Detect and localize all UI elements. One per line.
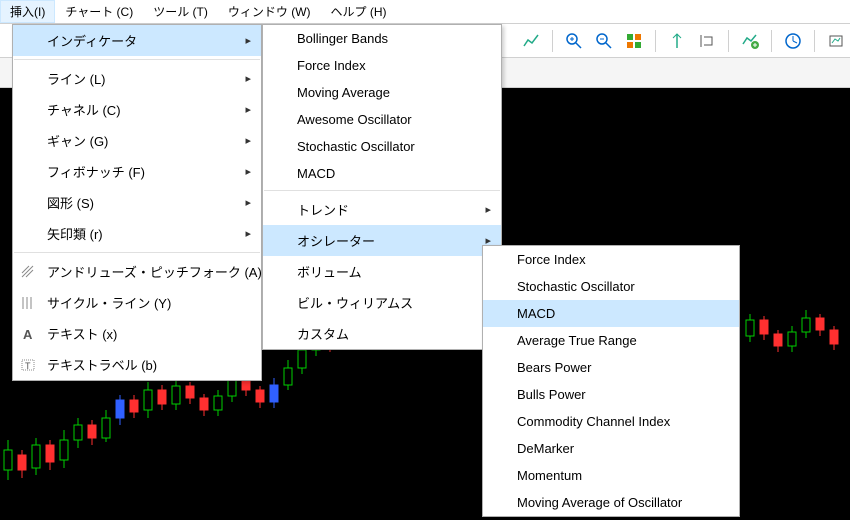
menu-label: オシレーター (297, 231, 375, 250)
menu-bw[interactable]: ビル・ウィリアムス (263, 287, 501, 318)
menu-ao[interactable]: Awesome Oscillator (263, 106, 501, 133)
menu-cycle[interactable]: サイクル・ライン (Y) (13, 287, 261, 318)
menu-label: Bulls Power (517, 387, 586, 402)
menu-arrows[interactable]: 矢印類 (r) (13, 218, 261, 249)
menu-osc-fi[interactable]: Force Index (483, 246, 739, 273)
textlabel-icon: T (19, 356, 37, 374)
menubar-window[interactable]: ウィンドウ (W) (218, 0, 321, 23)
zoom-out-icon[interactable] (593, 30, 615, 52)
menu-label: ボリューム (297, 262, 362, 281)
menu-osc-so[interactable]: Stochastic Oscillator (483, 273, 739, 300)
menu-osc-atr[interactable]: Average True Range (483, 327, 739, 354)
menu-label: DeMarker (517, 441, 574, 456)
menu-osc-mao[interactable]: Moving Average of Oscillator (483, 489, 739, 516)
menubar-tool[interactable]: ツール (T) (143, 0, 218, 23)
menu-text[interactable]: A テキスト (x) (13, 318, 261, 349)
menu-label: Moving Average (297, 85, 390, 100)
separator (728, 30, 729, 52)
menubar: 挿入(I) チャート (C) ツール (T) ウィンドウ (W) ヘルプ (H) (0, 0, 850, 24)
scroll-icon[interactable] (666, 30, 688, 52)
menu-label: テキスト (x) (47, 324, 117, 343)
menu-label: 矢印類 (r) (47, 224, 103, 243)
menu-label: Bollinger Bands (297, 31, 388, 46)
menu-label: Moving Average of Oscillator (517, 495, 682, 510)
menu-fibonacci[interactable]: フィボナッチ (F) (13, 156, 261, 187)
menubar-chart[interactable]: チャート (C) (55, 0, 143, 23)
menu-osc-macd[interactable]: MACD (483, 300, 739, 327)
separator (552, 30, 553, 52)
menu-bb[interactable]: Bollinger Bands (263, 25, 501, 52)
menu-label: MACD (517, 306, 555, 321)
menu-label: Awesome Oscillator (297, 112, 412, 127)
menu-label: Bears Power (517, 360, 591, 375)
menu-label: インディケータ (47, 31, 137, 50)
zoom-in-icon[interactable] (563, 30, 585, 52)
menu-gann[interactable]: ギャン (G) (13, 125, 261, 156)
menu-label: Force Index (517, 252, 586, 267)
shift-icon[interactable] (696, 30, 718, 52)
separator (14, 252, 260, 253)
menu-ma[interactable]: Moving Average (263, 79, 501, 106)
menu-line[interactable]: ライン (L) (13, 63, 261, 94)
menu-label: テキストラベル (b) (47, 355, 157, 374)
menu-label: Commodity Channel Index (517, 414, 670, 429)
menu-label: フィボナッチ (F) (47, 162, 145, 181)
oscillator-submenu: Force Index Stochastic Oscillator MACD A… (482, 245, 740, 517)
menu-volume[interactable]: ボリューム (263, 256, 501, 287)
menu-label: ビル・ウィリアムス (297, 293, 413, 312)
menu-custom[interactable]: カスタム (263, 318, 501, 349)
menu-label: アンドリューズ・ピッチフォーク (A) (47, 262, 262, 281)
indicator-add-icon[interactable] (739, 30, 761, 52)
menu-osc-cci[interactable]: Commodity Channel Index (483, 408, 739, 435)
menu-label: Force Index (297, 58, 366, 73)
indicator-submenu: Bollinger Bands Force Index Moving Avera… (262, 24, 502, 350)
menu-label: カスタム (297, 324, 349, 343)
menu-indicator[interactable]: インディケータ (13, 25, 261, 56)
menu-label: Stochastic Oscillator (297, 139, 415, 154)
menu-channel[interactable]: チャネル (C) (13, 94, 261, 125)
menu-label: トレンド (297, 200, 349, 219)
svg-text:A: A (23, 327, 33, 341)
menu-osc-bulls[interactable]: Bulls Power (483, 381, 739, 408)
menu-shapes[interactable]: 図形 (S) (13, 187, 261, 218)
pitchfork-icon (19, 263, 37, 281)
menu-osc-bears[interactable]: Bears Power (483, 354, 739, 381)
menubar-insert[interactable]: 挿入(I) (0, 0, 55, 23)
menu-label: Stochastic Oscillator (517, 279, 635, 294)
menu-oscillator[interactable]: オシレーター (263, 225, 501, 256)
menu-andrews[interactable]: アンドリューズ・ピッチフォーク (A) (13, 256, 261, 287)
separator (655, 30, 656, 52)
menu-label: ギャン (G) (47, 131, 108, 150)
menubar-help[interactable]: ヘルプ (H) (321, 0, 397, 23)
menu-textlabel[interactable]: T テキストラベル (b) (13, 349, 261, 380)
menu-macd[interactable]: MACD (263, 160, 501, 187)
menu-osc-demarker[interactable]: DeMarker (483, 435, 739, 462)
menu-trend[interactable]: トレンド (263, 194, 501, 225)
menu-label: Momentum (517, 468, 582, 483)
insert-menu: インディケータ ライン (L) チャネル (C) ギャン (G) フィボナッチ … (12, 24, 262, 381)
svg-text:T: T (25, 361, 31, 371)
menu-label: ライン (L) (47, 69, 106, 88)
template-icon[interactable] (825, 30, 847, 52)
grid-icon[interactable] (623, 30, 645, 52)
menu-fi[interactable]: Force Index (263, 52, 501, 79)
menu-so[interactable]: Stochastic Oscillator (263, 133, 501, 160)
period-icon[interactable] (782, 30, 804, 52)
text-icon: A (19, 325, 37, 343)
menu-label: 図形 (S) (47, 193, 94, 212)
separator (771, 30, 772, 52)
separator (264, 190, 500, 191)
menu-label: チャネル (C) (47, 100, 121, 119)
menu-label: Average True Range (517, 333, 637, 348)
menu-osc-momentum[interactable]: Momentum (483, 462, 739, 489)
chart-line-icon[interactable] (520, 30, 542, 52)
menu-label: サイクル・ライン (Y) (47, 293, 171, 312)
menu-label: MACD (297, 166, 335, 181)
separator (814, 30, 815, 52)
cycle-icon (19, 294, 37, 312)
separator (14, 59, 260, 60)
